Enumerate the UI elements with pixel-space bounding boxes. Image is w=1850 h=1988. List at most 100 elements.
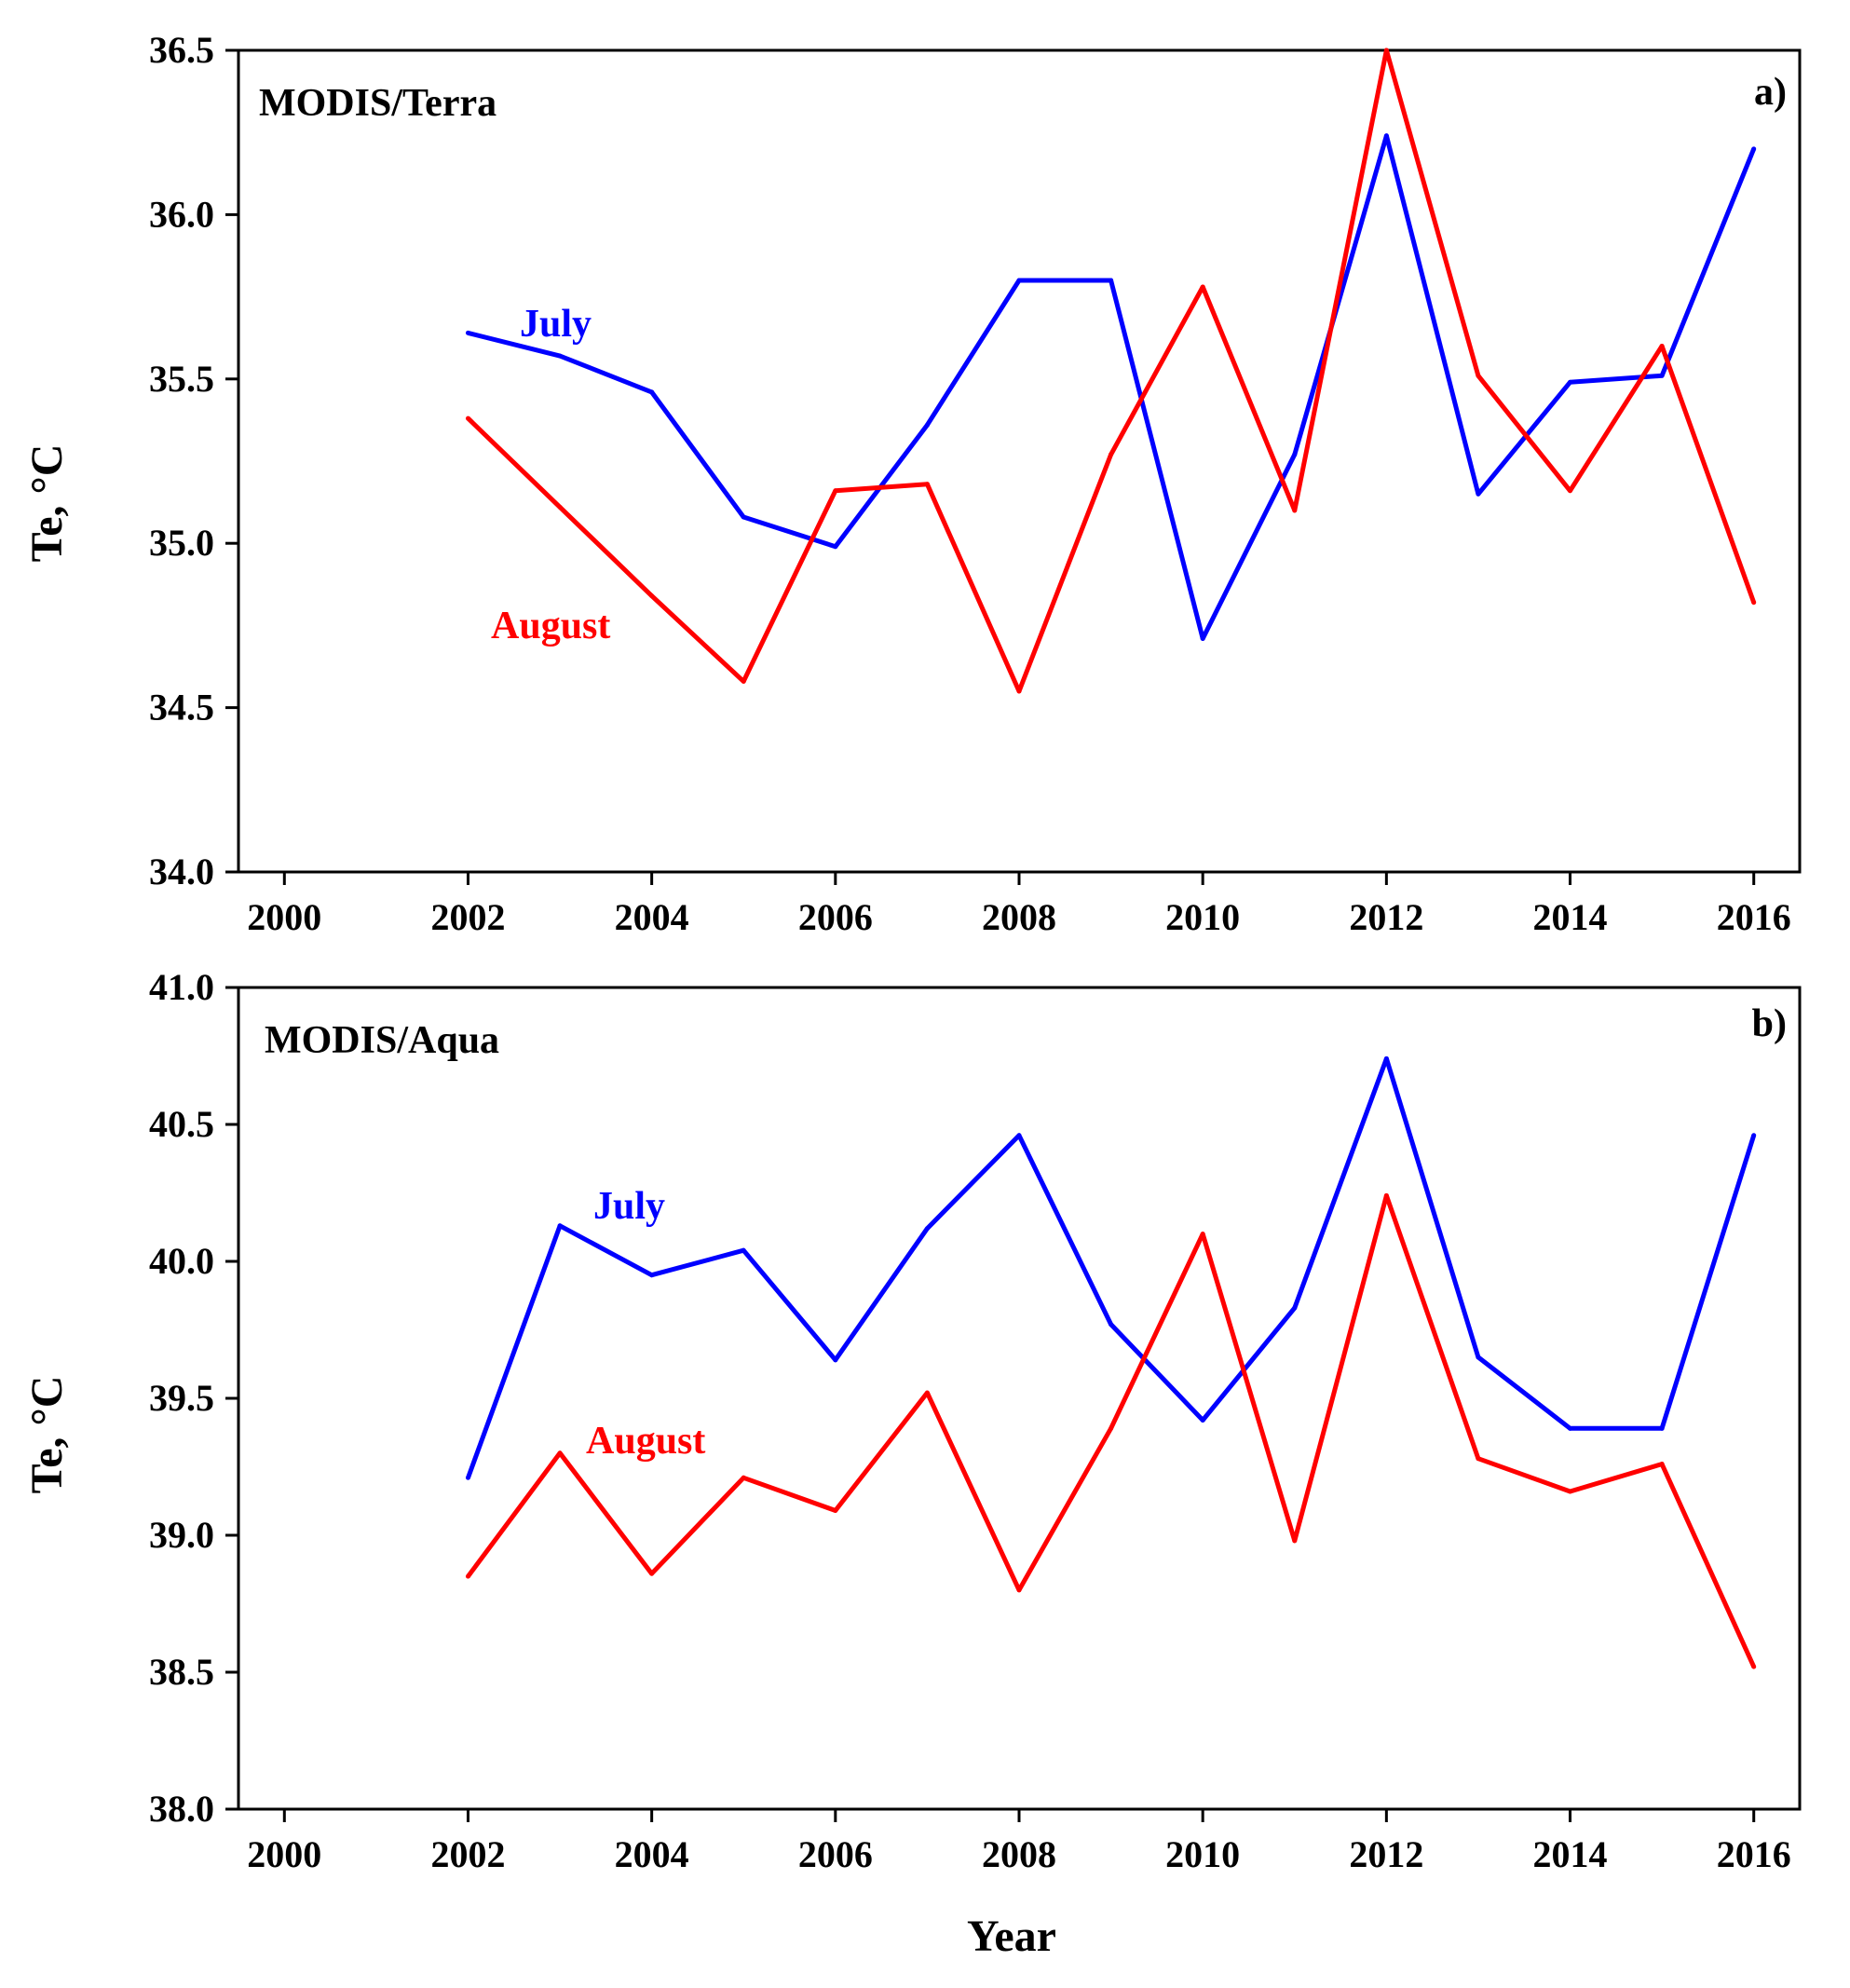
data-point-august [1383,1192,1389,1198]
y-tick-label: 34.5 [149,687,214,728]
series-line-july [466,1055,1757,1479]
series-lines [465,48,1757,694]
data-point-august [1659,344,1665,349]
panel-title: MODIS/Terra [259,82,497,125]
y-axis-label: Te, °C [22,444,72,563]
data-point-august [1568,1489,1573,1494]
data-point-july [465,330,470,335]
data-point-august [557,1450,563,1456]
data-point-july [833,544,838,550]
y-tick-label: 40.0 [149,1240,214,1282]
data-point-july [741,514,746,520]
y-axis-label: Te, °C [22,1376,72,1494]
series-label-august: August [586,1420,705,1463]
data-point-august [1751,1664,1757,1669]
data-point-august [649,593,655,599]
data-point-july [1200,636,1205,642]
x-tick-label: 2014 [1533,1833,1608,1875]
x-tick-label: 2002 [430,896,505,938]
data-point-july [1016,278,1022,283]
x-tick-label: 2010 [1165,1833,1240,1875]
data-point-july [924,1226,930,1232]
data-point-august [1109,1425,1114,1431]
data-point-july [1109,1322,1114,1328]
plot-frame [237,986,1802,1811]
x-tick-label: 2006 [798,1833,873,1875]
series-lines [465,1055,1757,1669]
y-tick-label: 35.5 [149,358,214,400]
x-tick-label: 2012 [1349,896,1423,938]
x-tick-label: 2004 [615,896,689,938]
x-tick-label: 2008 [982,1833,1056,1875]
x-tick-label: 2002 [430,1833,505,1875]
data-point-july [1659,373,1665,378]
panel-a: 2000 2002 2004 2006 2008 2010 2012 2014 2016 34.0… [22,29,1802,938]
y-tick-label: 41.0 [149,966,214,1008]
data-point-august [833,488,838,494]
data-point-august [465,415,470,421]
x-tick-label: 2006 [798,896,873,938]
data-point-july [1568,1425,1573,1431]
x-tick-label: 2012 [1349,1833,1423,1875]
data-point-july [833,1357,838,1363]
data-point-july [1292,452,1298,457]
data-point-july [1016,1133,1022,1138]
panel-b: 2000 2002 2004 2006 2008 2010 2012 2014 2016 38.0… [22,966,1802,1961]
y-tick-label: 36.0 [149,193,214,235]
y-tick-label: 36.5 [149,29,214,71]
series-line-july [467,133,1757,641]
data-point-july [649,1273,655,1278]
y-tick-label: 39.0 [149,1514,214,1556]
x-tick-label: 2010 [1165,896,1240,938]
data-point-august [1659,1462,1665,1467]
plot-frame [237,48,1802,874]
x-tick-label: 2000 [247,1833,321,1875]
data-point-july [1292,1305,1298,1311]
data-point-july [1200,1418,1205,1423]
data-point-august [741,1475,746,1480]
data-point-august [924,482,930,487]
data-point-july [741,1247,746,1253]
data-point-august [1109,452,1114,457]
data-point-july [1476,1355,1481,1360]
x-axis-label: Year [967,1912,1056,1961]
series-label-july: July [520,303,592,346]
data-point-july [1659,1425,1665,1431]
data-point-august [649,1571,655,1576]
data-point-august [1383,48,1389,53]
y-tick-label: 40.5 [149,1103,214,1145]
data-point-july [1568,379,1573,385]
data-point-august [557,504,563,510]
data-point-august [1476,1456,1481,1462]
data-point-july [1383,1055,1389,1061]
data-point-august [924,1390,930,1396]
data-point-august [1292,1538,1298,1544]
x-tick-label: 2016 [1717,896,1791,938]
data-point-august [1476,373,1481,378]
x-tick-label: 2016 [1717,1833,1791,1875]
panel-tag: a) [1754,71,1787,114]
y-tick-label: 39.5 [149,1377,214,1419]
data-point-august [1292,508,1298,513]
x-tick-label: 2008 [982,896,1056,938]
data-point-july [649,389,655,395]
x-tick-label: 2014 [1533,896,1608,938]
series-label-august: August [491,605,610,647]
data-point-august [741,678,746,684]
data-point-august [1568,488,1573,494]
data-point-july [1751,1133,1757,1138]
data-point-july [465,1475,470,1480]
panel-tag: b) [1752,1002,1787,1045]
data-point-august [465,1573,470,1579]
data-point-july [557,1223,563,1229]
data-point-august [833,1508,838,1514]
series-line-august [466,48,1757,694]
y-tick-label: 35.0 [149,522,214,564]
x-tick-label: 2000 [247,896,321,938]
x-tick-label: 2004 [615,1833,689,1875]
data-point-july [1751,146,1757,152]
panel-title: MODIS/Aqua [265,1019,499,1062]
data-point-july [557,353,563,359]
y-tick-label: 34.0 [149,851,214,892]
